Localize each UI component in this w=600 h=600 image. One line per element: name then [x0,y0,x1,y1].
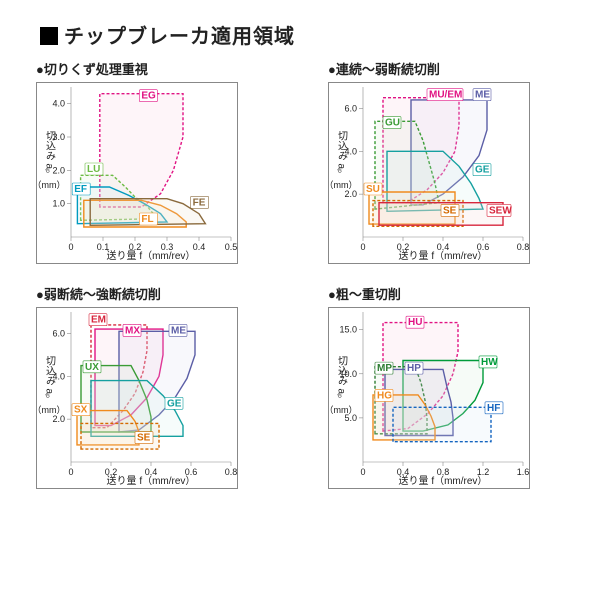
x-axis-label: 送り量 f（mm/rev） [107,474,196,487]
region-label-UX: UX [85,362,99,373]
chart-grid: ●切りくず処理重視EGLUEFFLFE00.10.20.30.40.51.02.… [36,59,588,489]
xtick-label: 0.8 [517,242,530,252]
chart-panel-b: ●連続～弱断続切削MU/EMMEGUGESUSESEW00.20.40.60.8… [328,59,578,264]
ytick-label: 2.0 [344,189,357,199]
y-axis-label: 切込み aₚ [336,130,348,173]
chart-panel-c: ●弱断続～強断続切削EMMXMEUXGESXSE00.20.40.60.82.0… [36,284,286,489]
region-label-EF: EF [74,184,87,195]
plot-area: EGLUEFFLFE00.10.20.30.40.51.02.03.04.0送り… [36,82,238,264]
y-axis-unit: （mm） [36,405,66,415]
ytick-label: 15.0 [339,325,357,335]
region-label-MU-EM: MU/EM [429,90,462,101]
xtick-label: 0.5 [225,242,238,252]
region-label-SX: SX [74,405,88,416]
region-HF [393,407,491,441]
xtick-label: 0 [360,242,365,252]
panel-title: ●連続～弱断続切削 [328,59,578,78]
region-label-SE: SE [443,205,457,216]
ytick-label: 4.0 [52,99,65,109]
title-text: チップブレーカ適用領域 [64,26,295,48]
region-label-LU: LU [87,164,100,175]
chart-panel-d: ●粗～重切削HUHWMPHPHGHF00.40.81.21.65.010.015… [328,284,578,489]
region-label-HU: HU [408,317,422,328]
region-label-GU: GU [385,118,400,129]
x-axis-label: 送り量 f（mm/rev） [399,474,488,487]
region-label-SE: SE [137,433,151,444]
y-axis-unit: （mm） [36,180,66,190]
region-label-ME: ME [475,90,490,101]
region-label-HG: HG [377,390,392,401]
panel-title: ●粗～重切削 [328,284,578,303]
region-label-EG: EG [141,91,156,102]
plot-area: MU/EMMEGUGESUSESEW00.20.40.60.82.04.06.0… [328,82,530,264]
panel-title: ●切りくず処理重視 [36,59,286,78]
region-label-HW: HW [481,357,498,368]
region-label-MX: MX [125,325,140,336]
region-label-FL: FL [141,214,153,225]
plot-area: EMMXMEUXGESXSE00.20.40.60.82.04.06.0送り量 … [36,307,238,489]
x-axis-label: 送り量 f（mm/rev） [107,249,196,262]
region-label-EM: EM [91,315,106,326]
xtick-label: 0 [360,467,365,477]
y-axis-unit: （mm） [328,405,358,415]
plot-area: HUHWMPHPHGHF00.40.81.21.65.010.015.0送り量 … [328,307,530,489]
region-label-HP: HP [407,363,421,374]
y-axis-unit: （mm） [328,180,358,190]
ytick-label: 2.0 [52,414,65,424]
region-label-SU: SU [366,184,380,195]
x-axis-label: 送り量 f（mm/rev） [399,249,488,262]
ytick-label: 1.0 [52,199,65,209]
ytick-label: 6.0 [344,103,357,113]
region-label-GE: GE [475,165,490,176]
region-label-ME: ME [171,325,186,336]
y-axis-label: 切込み aₚ [336,355,348,398]
region-label-MP: MP [377,363,392,374]
xtick-label: 0.8 [225,467,238,477]
y-axis-label: 切込み aₚ [44,355,56,398]
chart-panel-a: ●切りくず処理重視EGLUEFFLFE00.10.20.30.40.51.02.… [36,59,286,264]
page-title: チップブレーカ適用領域 [40,20,588,49]
panel-title: ●弱断続～強断続切削 [36,284,286,303]
xtick-label: 0 [68,242,73,252]
region-label-GE: GE [167,398,182,409]
region-label-HF: HF [487,403,500,414]
y-axis-label: 切込み aₚ [44,130,56,173]
region-label-SEW: SEW [489,205,512,216]
xtick-label: 0 [68,467,73,477]
title-square-icon [40,27,58,45]
ytick-label: 6.0 [52,328,65,338]
region-label-FE: FE [193,197,206,208]
xtick-label: 1.6 [517,467,530,477]
